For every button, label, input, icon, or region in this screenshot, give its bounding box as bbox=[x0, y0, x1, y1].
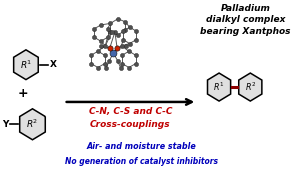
Text: Y: Y bbox=[2, 120, 8, 129]
Text: C-N, C-S and C-C: C-N, C-S and C-C bbox=[89, 107, 172, 116]
Text: +: + bbox=[17, 87, 28, 100]
Text: $R^2$: $R^2$ bbox=[245, 81, 256, 93]
Text: X: X bbox=[50, 60, 57, 69]
Text: Air- and moisture stable: Air- and moisture stable bbox=[87, 142, 197, 151]
Text: Cross-couplings: Cross-couplings bbox=[90, 120, 171, 129]
Polygon shape bbox=[14, 50, 38, 80]
Polygon shape bbox=[208, 73, 231, 101]
Text: $R^2$: $R^2$ bbox=[26, 118, 39, 130]
Text: $R^1$: $R^1$ bbox=[20, 59, 32, 71]
Text: $R^1$: $R^1$ bbox=[213, 81, 225, 93]
Polygon shape bbox=[20, 109, 45, 140]
Text: Palladium
dialkyl complex
bearing Xantphos: Palladium dialkyl complex bearing Xantph… bbox=[200, 4, 291, 36]
Polygon shape bbox=[239, 73, 262, 101]
Text: No generation of catalyst inhibitors: No generation of catalyst inhibitors bbox=[65, 157, 218, 166]
